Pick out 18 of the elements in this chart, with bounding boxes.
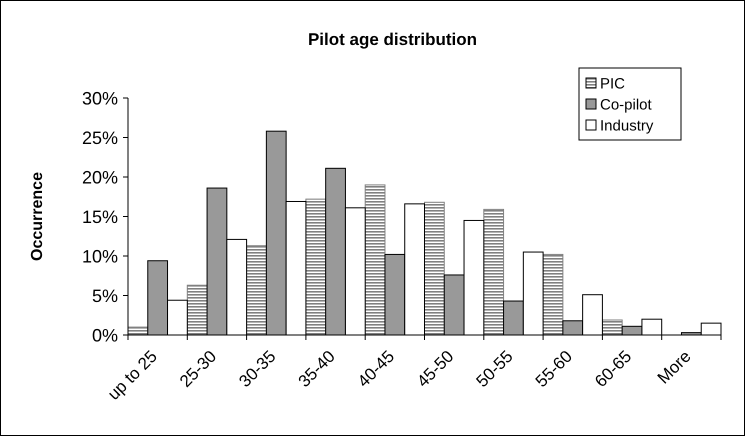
chart-title: Pilot age distribution — [308, 30, 478, 49]
y-tick-label: 10% — [82, 246, 118, 266]
bar — [364, 184, 386, 336]
bar — [483, 208, 504, 336]
x-tick-label: up to 25 — [104, 346, 161, 404]
legend-label: Co-pilot — [600, 96, 653, 114]
legend-label: Industry — [600, 117, 654, 134]
bar — [424, 202, 445, 336]
y-tick-label: 20% — [82, 167, 118, 188]
y-tick-label: 30% — [82, 88, 118, 108]
bar — [246, 245, 267, 336]
legend-label: PIC — [600, 75, 626, 92]
bar — [542, 254, 564, 336]
y-tick-label: 25% — [82, 128, 118, 148]
y-axis-title: Occurrence — [29, 172, 46, 261]
y-tick-label: 0% — [92, 325, 118, 346]
y-tick-label: 15% — [82, 206, 118, 227]
y-tick-label: 5% — [92, 286, 118, 306]
